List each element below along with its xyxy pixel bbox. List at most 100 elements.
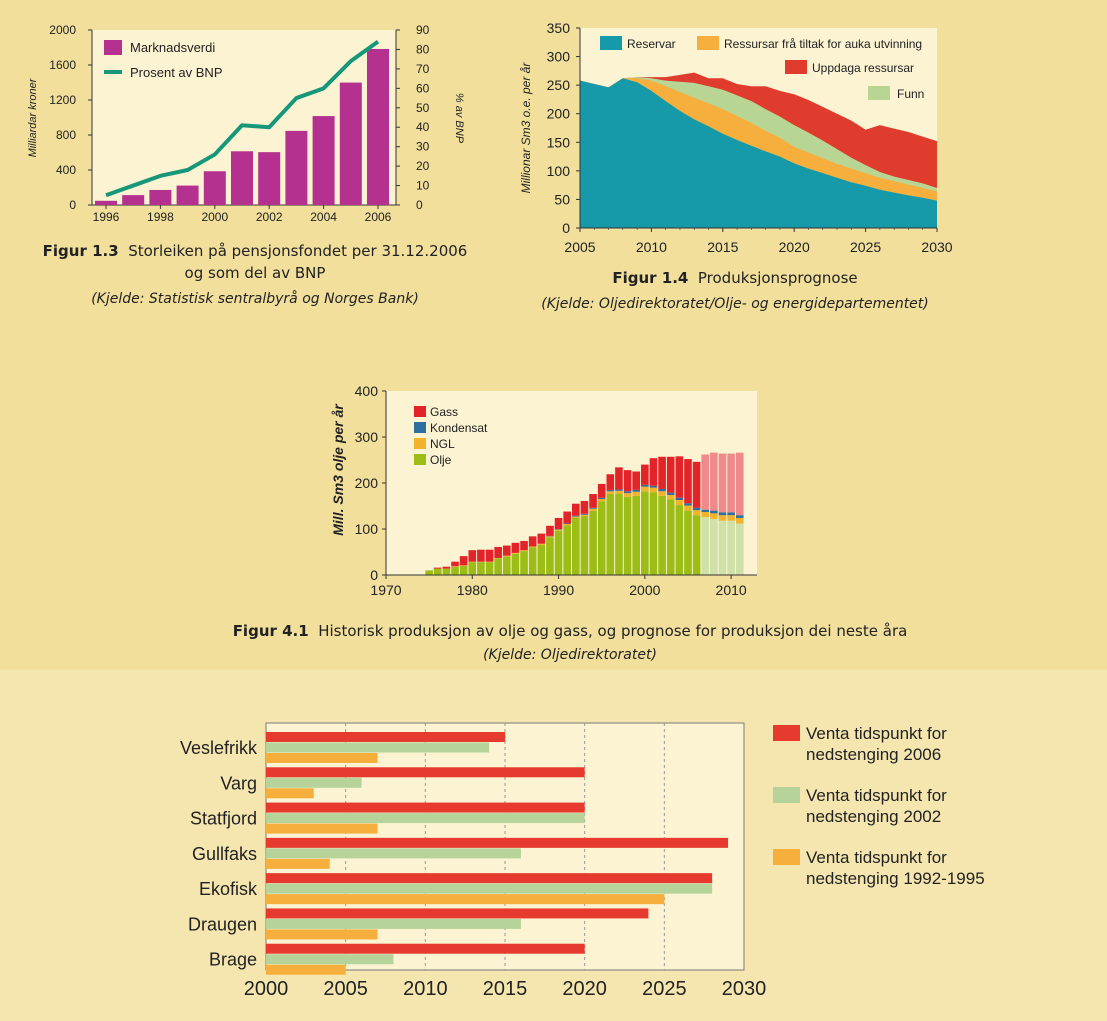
fig13-y2tick-label: 40 <box>416 120 430 134</box>
fig13-caption-num: Figur 1.3 <box>42 242 119 260</box>
fig41-bar-gass <box>494 546 502 558</box>
fig41-bar-gass <box>520 540 528 551</box>
fig14-ytick-label: 250 <box>547 77 571 93</box>
fig14-ytick-label: 300 <box>547 49 571 65</box>
fig13-xtick-label: 2000 <box>201 210 228 224</box>
fig13-xtick-label: 1998 <box>147 210 174 224</box>
fig41-ytick-label: 100 <box>355 521 379 537</box>
shutdown-category-label: Brage <box>209 950 257 970</box>
fig41-bar-ngl <box>615 490 623 495</box>
fig41-bar-kondensat <box>735 515 744 518</box>
fig41-bar-ngl <box>537 543 546 545</box>
fig41-bar-ngl <box>666 494 675 500</box>
fig41-bar-gass <box>433 567 442 569</box>
shutdown-bar <box>266 873 713 884</box>
fig41-bar-ngl <box>554 529 563 531</box>
fig41-bar-kondensat <box>589 507 597 509</box>
fig41-bar-olje <box>563 525 571 575</box>
shutdown-bar <box>266 848 521 859</box>
fig41-legend-swatch <box>414 454 426 465</box>
fig41-bar-ngl <box>511 552 520 554</box>
fig41-bar-olje <box>502 556 511 575</box>
fig41-bar-olje <box>451 566 459 575</box>
fig41-bar-kondensat <box>632 489 641 492</box>
fig14-legend-label: Funn <box>897 87 924 101</box>
fig14-xtick-label: 2030 <box>921 239 952 255</box>
fig41-bar-gass <box>623 470 632 492</box>
fig41-bar-gass <box>580 500 589 514</box>
shutdown-legend-label: nedstenging 2002 <box>806 807 941 826</box>
fig41-bar-gass <box>572 503 580 516</box>
fig41-bar-kondensat <box>658 488 666 492</box>
fig41-bar-ngl <box>684 505 692 511</box>
fig41-legend-swatch <box>414 438 426 449</box>
fig41-bar-gass <box>563 511 571 524</box>
fig41-bar-gass <box>477 549 485 562</box>
fig41-bar-ngl <box>718 515 727 521</box>
fig41-bar-kondensat <box>649 485 658 488</box>
fig41-bar-gass <box>589 494 597 508</box>
fig41-bar-olje <box>623 496 632 575</box>
fig41-bar-olje <box>468 562 477 575</box>
fig41-bar-ngl <box>632 491 641 496</box>
fig13-bar <box>176 185 199 205</box>
fig14-source: (Kjelde: Oljedirektoratet/Olje- og energ… <box>541 296 929 312</box>
fig13-ylabel: Milliardar kroner <box>27 77 39 157</box>
fig14-xtick-label: 2025 <box>850 239 881 255</box>
fig41-bar-gass <box>459 556 468 566</box>
shutdown-legend-label: Venta tidspunkt for <box>806 786 947 805</box>
fig41-bar-gass <box>701 454 710 510</box>
fig41-ytick-label: 400 <box>355 383 379 399</box>
fig41-bar-gass <box>718 453 727 513</box>
fig41-bar-olje <box>606 494 615 575</box>
fig14-xtick-label: 2010 <box>636 239 667 255</box>
fig41-bar-gass <box>511 542 520 553</box>
shutdown-category-label: Ekofisk <box>199 879 258 899</box>
shutdown-bar <box>266 837 729 848</box>
fig41-bar-ngl <box>597 499 606 502</box>
shutdown-bar <box>266 943 585 954</box>
fig41-bar-gass <box>615 467 623 490</box>
shutdown-category-label: Varg <box>220 773 257 793</box>
fig41-bar-olje <box>701 517 710 575</box>
fig13-ytick-label: 0 <box>69 198 76 212</box>
shutdown-bar <box>266 883 713 894</box>
fig41-source: (Kjelde: Oljedirektoratet) <box>483 647 657 663</box>
fig41-bar-kondensat <box>615 489 623 491</box>
fig13-line-series <box>105 40 380 198</box>
fig13-bar <box>367 48 389 205</box>
fig13-ytick-label: 1200 <box>49 93 76 107</box>
fig41-bar-olje <box>735 523 744 575</box>
fig41-bar-olje <box>511 553 520 575</box>
fig41-xtick-label: 1970 <box>370 582 401 598</box>
fig41-bar-ngl <box>735 517 744 524</box>
fig41-bar-olje <box>692 515 701 575</box>
fig13-y2tick-label: 70 <box>416 62 430 76</box>
fig41-bar-olje <box>684 510 692 575</box>
fig13-xtick-label: 2004 <box>310 210 337 224</box>
fig14-ytick-label: 150 <box>547 134 571 150</box>
fig13-bar <box>339 82 362 205</box>
fig41-bar-olje <box>615 494 623 575</box>
fig41-bar-gass <box>442 566 451 569</box>
shutdown-xtick-label: 2010 <box>403 978 448 1000</box>
fig14-ytick-label: 100 <box>547 163 571 179</box>
fig41-bar-ngl <box>528 546 537 548</box>
shutdown-bar <box>266 813 585 824</box>
fig41-bar-gass <box>735 452 744 516</box>
fig41-bar-ngl <box>641 486 649 492</box>
fig14-legend-label: Ressursar frå tiltak for auka utvinning <box>724 37 922 51</box>
fig13-ytick-label: 1600 <box>49 58 76 72</box>
fig41-bar-olje <box>632 495 641 575</box>
fig14-area-series <box>580 78 937 229</box>
fig41-bar-ngl <box>710 513 718 519</box>
fig41-legend-label: NGL <box>430 437 455 451</box>
fig41-bar-gass <box>675 456 684 498</box>
fig14-caption-num: Figur 1.4 <box>612 269 689 287</box>
fig41-bar-olje <box>658 495 666 575</box>
shutdown-legend-label: nedstenging 2006 <box>806 745 941 764</box>
fig41-bar-ngl <box>727 515 735 521</box>
fig14-legend-label: Uppdaga ressursar <box>812 61 914 75</box>
fig41-bar-olje <box>477 562 485 575</box>
